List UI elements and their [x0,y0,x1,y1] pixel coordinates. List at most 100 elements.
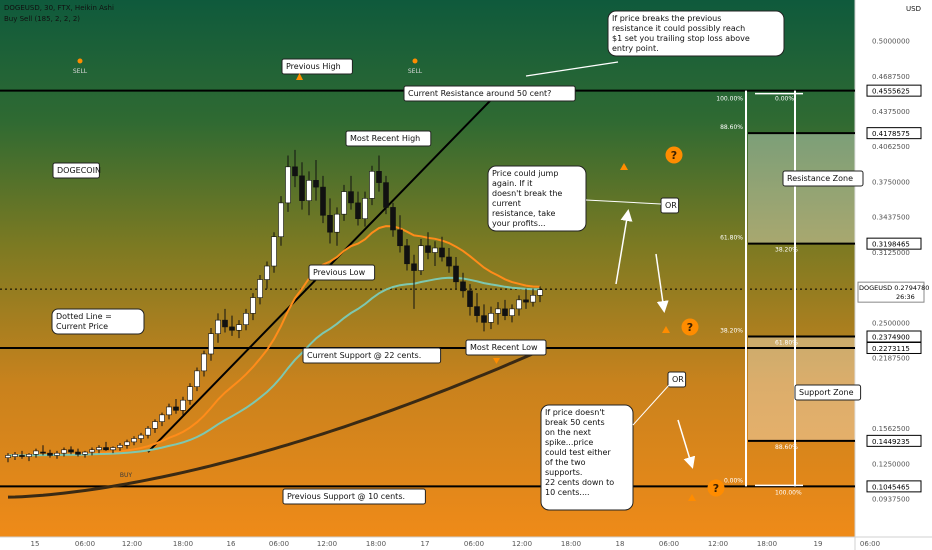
candle[interactable] [530,288,536,307]
time-axis-panel[interactable] [0,537,932,550]
candle[interactable] [19,450,25,459]
most-recent-low-label[interactable]: Most Recent Low [465,339,547,356]
candle[interactable] [278,196,284,246]
candle[interactable] [285,155,291,212]
candle[interactable] [68,446,74,455]
candle[interactable] [341,184,347,221]
candle[interactable] [89,447,95,456]
candle[interactable] [292,149,298,188]
candle[interactable] [327,198,333,244]
candle[interactable] [54,450,60,459]
callout-bottom[interactable]: If price doesn't break 50 cents on the nex… [540,404,634,511]
candle[interactable] [40,445,46,456]
candle[interactable] [537,286,543,303]
candle[interactable] [103,441,109,451]
candle[interactable] [124,439,130,449]
candle[interactable] [187,383,193,405]
price-tag[interactable]: 0.2374900 [866,330,922,343]
candle[interactable] [320,175,326,224]
candle[interactable] [474,293,480,323]
candle[interactable] [264,261,270,289]
callout-middle[interactable]: Price could jump again. If it doesn't brea… [487,165,587,232]
candle[interactable] [355,191,361,226]
previous-high-label[interactable]: Previous High [281,58,353,75]
or-label-2[interactable]: OR [667,371,687,388]
candle[interactable] [145,426,151,439]
candle[interactable] [376,155,382,192]
candle[interactable] [26,453,32,462]
candle[interactable] [334,207,340,246]
price-tag[interactable]: 0.1449235 [866,434,922,447]
candle[interactable] [523,288,529,309]
candle[interactable] [166,403,172,420]
candle[interactable] [369,165,375,206]
dotted-line-label[interactable]: Dotted Line = Current Price [51,308,145,335]
candle[interactable] [236,320,242,339]
candle[interactable] [33,448,39,458]
candle[interactable] [47,449,53,458]
support-zone-label[interactable]: Support Zone [794,384,862,401]
candle[interactable] [453,257,459,289]
candle[interactable] [96,445,102,454]
most-recent-high-label[interactable]: Most Recent High [345,130,432,147]
candle[interactable] [299,162,305,210]
candle[interactable] [173,399,179,414]
candle[interactable] [250,293,256,321]
or-label-1[interactable]: OR [660,197,680,214]
candle[interactable] [467,284,473,316]
price-tag[interactable]: 0.1045465 [866,480,922,493]
candle[interactable] [82,450,88,458]
question-icon[interactable]: ? [665,146,683,164]
callout-top[interactable]: If price breaks the previous resistance i… [607,10,785,57]
previous-low-label[interactable]: Previous Low [308,264,376,281]
candle[interactable] [460,272,466,298]
dogecoin-label[interactable]: DOGECOIN [52,162,101,179]
previous-support-label[interactable]: Previous Support @ 10 cents. [282,488,426,505]
current-support-label[interactable]: Current Support @ 22 cents. [302,347,442,364]
price-tag[interactable]: 0.4555625 [866,84,922,97]
question-icon[interactable]: ? [707,479,725,497]
candle[interactable] [313,160,319,201]
candle[interactable] [488,306,494,330]
candle[interactable] [509,304,515,323]
candle[interactable] [117,443,123,451]
candle[interactable] [495,302,501,325]
price-tag[interactable]: 0.3198465 [866,237,922,250]
candle[interactable] [432,241,438,267]
candle[interactable] [411,254,417,309]
candle[interactable] [348,175,354,210]
candle[interactable] [5,453,11,463]
candle[interactable] [418,238,424,276]
price-tag[interactable]: 0.4178575 [866,127,922,140]
candle[interactable] [201,350,207,377]
candle[interactable] [243,308,249,331]
candle[interactable] [481,304,487,332]
candle[interactable] [425,232,431,260]
candle[interactable] [152,419,158,433]
candle[interactable] [138,432,144,444]
candle[interactable] [194,367,200,392]
question-icon[interactable]: ? [681,318,699,336]
price-tag[interactable]: 0.2273115 [866,341,922,354]
candle[interactable] [383,175,389,215]
candle[interactable] [362,191,368,227]
candle[interactable] [61,447,67,457]
candle[interactable] [257,275,263,305]
candle[interactable] [215,313,221,343]
candle[interactable] [271,232,277,273]
candle[interactable] [159,412,165,427]
candle[interactable] [516,295,522,316]
candle[interactable] [404,238,410,271]
candle[interactable] [75,448,81,457]
resistance-zone-label[interactable]: Resistance Zone [782,170,864,187]
current-resistance-label[interactable]: Current Resistance around 50 cent? [403,85,576,102]
candle[interactable] [110,446,116,454]
candle[interactable] [502,299,508,321]
candle[interactable] [12,452,18,460]
candle[interactable] [131,436,137,446]
candle[interactable] [446,247,452,273]
candle[interactable] [208,328,214,361]
candle[interactable] [397,215,403,253]
